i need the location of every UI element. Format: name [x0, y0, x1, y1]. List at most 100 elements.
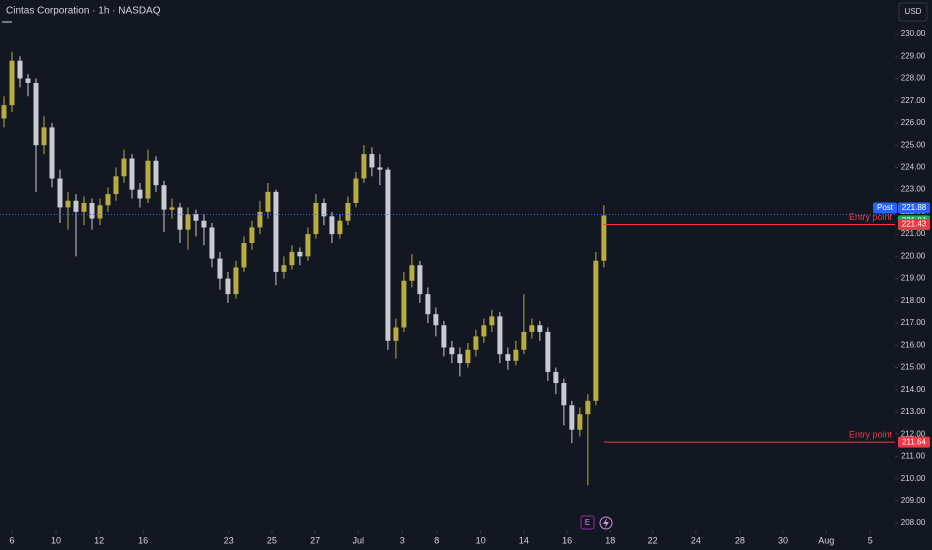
candle-body	[521, 331, 527, 350]
event-icon	[603, 518, 609, 528]
candle-body	[473, 336, 479, 350]
candle-body	[217, 258, 223, 279]
candle-body	[553, 371, 559, 384]
candle-body	[169, 207, 175, 210]
candle-body	[585, 400, 591, 415]
candle-body	[441, 325, 447, 348]
candle-body	[177, 207, 183, 230]
post-tag-label: Post	[877, 203, 894, 212]
candle-body	[289, 251, 295, 266]
candle-body	[1, 105, 7, 119]
currency-button[interactable]	[898, 2, 928, 22]
candle-body	[489, 316, 495, 326]
x-tick-label: 25	[267, 535, 277, 545]
x-tick-label: 27	[310, 535, 320, 545]
candle-body	[273, 191, 279, 272]
candle-body	[233, 267, 239, 295]
candle-body	[353, 178, 359, 203]
y-tick-label: 210.00	[901, 474, 926, 483]
y-tick-label: 223.00	[901, 185, 926, 194]
candle-body	[537, 325, 543, 332]
x-tick-label: 30	[778, 535, 788, 545]
candle-body	[545, 331, 551, 372]
x-tick-label: 12	[94, 535, 104, 545]
event-label[interactable]: E	[585, 518, 590, 527]
candle-body	[425, 294, 431, 315]
candle-body	[297, 251, 303, 257]
candle-body	[17, 60, 23, 79]
y-tick-label: 214.00	[901, 385, 926, 394]
candle-body	[449, 347, 455, 355]
candle-body	[241, 242, 247, 268]
x-tick-label: 3	[400, 535, 405, 545]
candle-body	[497, 316, 503, 355]
candle-body	[337, 220, 343, 235]
candle-body	[161, 185, 167, 210]
candle-body	[561, 383, 567, 406]
y-tick-label: 213.00	[901, 407, 926, 416]
y-tick-label: 220.00	[901, 251, 926, 260]
y-tick-label: 228.00	[901, 74, 926, 83]
x-tick-label: 24	[691, 535, 701, 545]
x-tick-label: 14	[519, 535, 529, 545]
candle-body	[185, 214, 191, 230]
candle-body	[457, 354, 463, 364]
candle-body	[417, 265, 423, 295]
x-tick-label: 22	[648, 535, 658, 545]
candle-body	[369, 154, 375, 168]
y-tick-label: 230.00	[901, 29, 926, 38]
y-tick-label: 218.00	[901, 296, 926, 305]
y-tick-label: 227.00	[901, 96, 926, 105]
candle-body	[393, 327, 399, 341]
y-tick-label: 211.00	[901, 452, 925, 461]
entry-label: Entry point	[849, 430, 893, 440]
candle-body	[121, 158, 127, 177]
candle-body	[105, 194, 111, 206]
y-tick-label: 219.00	[901, 274, 926, 283]
currency-label[interactable]: USD	[905, 7, 922, 16]
candle-body	[321, 202, 327, 217]
x-tick-label: 10	[476, 535, 486, 545]
candle-body	[89, 202, 95, 219]
y-tick-label: 226.00	[901, 118, 926, 127]
y-tick-label: 215.00	[901, 363, 926, 372]
y-tick-label: 209.00	[901, 496, 926, 505]
y-tick-label: 216.00	[901, 340, 926, 349]
candle-body	[513, 349, 519, 361]
x-tick-label: 6	[9, 535, 14, 545]
x-tick-label: 5	[868, 535, 873, 545]
y-tick-label: 229.00	[901, 51, 926, 60]
x-tick-label: 16	[562, 535, 572, 545]
candle-body	[201, 220, 207, 228]
candle-body	[33, 82, 39, 146]
x-tick-label: 23	[224, 535, 234, 545]
candle-body	[281, 265, 287, 272]
dividend-event[interactable]	[599, 516, 613, 530]
y-tick-label: 224.00	[901, 163, 926, 172]
candle-body	[137, 189, 143, 199]
y-tick-label: 225.00	[901, 140, 926, 149]
y-tick-label: 208.00	[901, 518, 926, 527]
post-price-box	[898, 202, 930, 214]
chart-title: Cintas Corporation · 1h · NASDAQ	[6, 6, 161, 17]
candle-body	[345, 202, 351, 221]
candle-body	[409, 265, 415, 281]
candle-body	[577, 414, 583, 430]
candle-body	[113, 176, 119, 195]
entry-label: Entry point	[849, 212, 893, 222]
candle-body	[153, 160, 159, 186]
earnings-event[interactable]	[580, 515, 595, 530]
candle-body	[401, 280, 407, 328]
candle-body	[601, 215, 607, 261]
candle-body	[529, 325, 535, 332]
candle-body	[49, 127, 55, 179]
post-tag	[873, 202, 897, 214]
candle-body	[433, 314, 439, 326]
candle-body	[569, 405, 575, 430]
x-tick-label: 10	[51, 535, 61, 545]
x-tick-label: 28	[735, 535, 745, 545]
y-tick-label: 217.00	[901, 318, 926, 327]
y-tick-label: 212.00	[901, 429, 926, 438]
candle-body	[249, 227, 255, 243]
candle-body	[41, 127, 47, 146]
